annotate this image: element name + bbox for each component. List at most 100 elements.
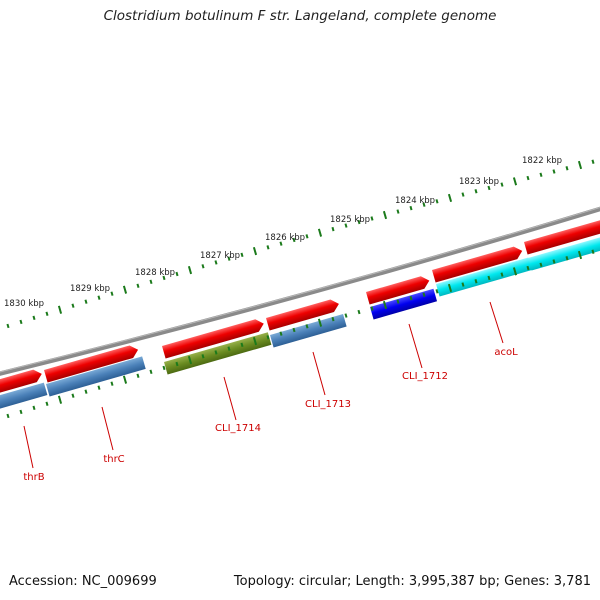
outer-minor-tick xyxy=(292,237,296,243)
kbp-label-1824: 1824 kbp xyxy=(395,196,435,206)
inner-minor-tick xyxy=(175,361,179,367)
inner-minor-tick xyxy=(422,292,426,297)
outer-minor-tick xyxy=(565,166,569,171)
outer-minor-tick xyxy=(370,216,374,221)
red-gene-5 xyxy=(366,276,430,305)
outer-major-tick xyxy=(577,160,583,170)
outer-minor-tick xyxy=(344,223,348,228)
cds-gene-track xyxy=(0,234,600,411)
outer-minor-tick xyxy=(175,271,179,277)
outer-minor-tick xyxy=(487,185,491,191)
inner-minor-tick xyxy=(32,405,36,411)
red-gene-2 xyxy=(44,345,139,383)
red-gene-6 xyxy=(432,246,523,283)
inner-minor-tick xyxy=(552,259,556,264)
cds-CLI_1712 xyxy=(370,288,438,320)
outer-minor-tick xyxy=(539,172,543,177)
leader-acoL xyxy=(489,301,504,344)
inner-major-tick xyxy=(57,395,63,404)
outer-minor-tick xyxy=(227,256,231,261)
inner-minor-tick xyxy=(214,350,218,355)
kbp-label-1826: 1826 kbp xyxy=(265,233,305,243)
inner-minor-tick xyxy=(591,249,595,254)
inner-major-tick xyxy=(252,336,258,346)
inner-minor-tick xyxy=(45,401,49,406)
inner-minor-tick xyxy=(279,331,283,336)
outer-minor-tick xyxy=(552,169,556,174)
outer-major-tick xyxy=(317,228,323,237)
outer-minor-tick xyxy=(136,283,140,288)
accession-text: Accession: NC_009699 xyxy=(9,574,157,589)
outer-minor-tick xyxy=(84,299,88,304)
outer-major-tick xyxy=(122,285,128,294)
inner-minor-tick xyxy=(136,373,140,378)
genome-backbone xyxy=(0,206,600,376)
outer-minor-tick xyxy=(97,295,101,300)
inner-minor-tick xyxy=(539,262,543,267)
leader-CLI_1714 xyxy=(223,376,237,421)
kbp-label-1823: 1823 kbp xyxy=(459,177,499,187)
kbp-label-1825: 1825 kbp xyxy=(330,215,370,225)
outer-minor-tick xyxy=(6,323,10,329)
outer-minor-tick xyxy=(162,275,166,281)
inner-minor-tick xyxy=(19,409,23,415)
inner-minor-tick xyxy=(292,327,296,333)
outer-minor-tick xyxy=(331,226,335,232)
inner-minor-tick xyxy=(357,309,361,315)
inner-major-tick xyxy=(382,300,388,310)
inner-minor-tick xyxy=(110,381,114,386)
gene-label-thrB: thrB xyxy=(23,472,44,483)
inner-scale-ticks xyxy=(6,249,595,419)
gene-label-thrC: thrC xyxy=(103,454,124,465)
inner-major-tick xyxy=(512,267,518,276)
outer-minor-tick xyxy=(240,252,244,258)
leader-CLI_1712 xyxy=(408,323,423,369)
cds-next xyxy=(528,234,600,271)
inner-minor-tick xyxy=(526,265,530,271)
kbp-label-1827: 1827 kbp xyxy=(200,251,240,261)
outer-major-tick xyxy=(382,210,388,220)
inner-minor-tick xyxy=(396,299,400,304)
cds-thrB xyxy=(0,382,48,411)
inner-major-tick xyxy=(447,283,453,293)
outer-minor-tick xyxy=(149,279,153,285)
outer-minor-tick xyxy=(474,189,478,194)
leader-thrC xyxy=(101,406,114,451)
outer-minor-tick xyxy=(214,260,218,265)
gene-label-CLI_1712: CLI_1712 xyxy=(402,371,448,382)
gene-label-CLI_1713: CLI_1713 xyxy=(305,399,351,410)
red-gene-1 xyxy=(0,369,42,395)
inner-minor-tick xyxy=(201,354,205,359)
inner-minor-tick xyxy=(474,279,478,284)
inner-minor-tick xyxy=(409,295,413,301)
kbp-label-1830: 1830 kbp xyxy=(4,299,44,309)
inner-minor-tick xyxy=(71,393,75,398)
outer-minor-tick xyxy=(19,319,23,325)
inner-minor-tick xyxy=(500,272,504,277)
gene-label-acoL: acoL xyxy=(494,347,518,358)
outer-minor-tick xyxy=(526,175,530,181)
inner-major-tick xyxy=(122,375,128,384)
outer-minor-tick xyxy=(71,303,75,308)
genome-stats-text: Topology: circular; Length: 3,995,387 bp… xyxy=(233,574,591,589)
inner-minor-tick xyxy=(565,256,569,261)
inner-minor-tick xyxy=(331,316,335,322)
inner-major-tick xyxy=(187,355,193,365)
red-gene-track xyxy=(0,219,600,395)
outer-minor-tick xyxy=(45,311,49,316)
outer-major-tick xyxy=(447,193,453,203)
inner-minor-tick xyxy=(266,335,270,340)
outer-major-tick xyxy=(187,265,193,275)
inner-major-tick xyxy=(317,318,323,327)
map-title: Clostridium botulinum F str. Langeland, … xyxy=(103,8,497,24)
kbp-label-1822: 1822 kbp xyxy=(522,156,562,166)
red-gene-3 xyxy=(162,319,264,359)
inner-minor-tick xyxy=(370,306,374,311)
inner-minor-tick xyxy=(149,369,153,375)
outer-major-tick xyxy=(57,305,63,314)
outer-minor-tick xyxy=(422,202,426,207)
outer-minor-tick xyxy=(409,205,413,211)
gene-label-CLI_1714: CLI_1714 xyxy=(215,423,261,434)
inner-minor-tick xyxy=(487,275,491,281)
